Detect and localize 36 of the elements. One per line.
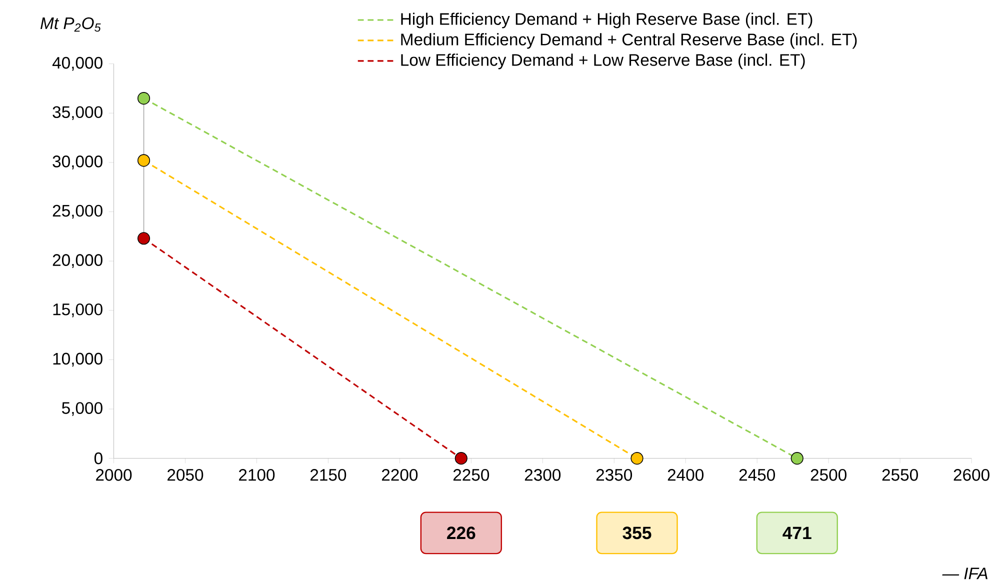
legend-label: Medium Efficiency Demand + Central Reserve Base (incl. ET)	[401, 33, 857, 49]
x-tick-label: 2150	[310, 469, 346, 481]
y-tick-label: 10,000	[53, 352, 102, 367]
point	[630, 452, 644, 465]
text: — IFA	[942, 568, 988, 580]
y-tick-label: 35,000	[52, 106, 102, 120]
y-tick-label: 15,000	[53, 304, 102, 318]
point	[137, 232, 150, 245]
text: 471	[782, 526, 812, 540]
y-tick-label: 25,000	[52, 204, 102, 219]
x-tick-label: 2050	[168, 469, 204, 481]
x-tick-label: 2450	[739, 469, 775, 481]
y-tick-label: 0	[94, 452, 102, 464]
x-tick-label: 2250	[453, 469, 490, 481]
legend-label: High Efficiency Demand + High Reserve Base (incl. ET)	[401, 12, 812, 28]
point	[790, 452, 804, 465]
legend-label: Low Efficiency Demand + Low Reserve Base (incl. ET)	[401, 54, 805, 70]
x-tick-label: 2500	[810, 469, 846, 481]
x-tick-label: 2400	[668, 469, 704, 481]
x-tick-label: 2000	[96, 469, 132, 481]
y-tick-label: 5,000	[62, 402, 102, 416]
y-tick-label: 40,000	[52, 56, 102, 71]
x-tick-label: 2600	[954, 469, 990, 481]
x-tick-label: 2200	[382, 469, 418, 481]
point	[137, 154, 150, 167]
y-tick-label: 30,000	[52, 156, 102, 170]
point	[454, 452, 468, 465]
x-tick-label: 2350	[596, 469, 632, 481]
text: 355	[622, 526, 652, 540]
text: 226	[447, 526, 476, 540]
y-tick-label: 20,000	[52, 254, 102, 268]
x-tick-label: 2300	[524, 469, 561, 481]
y-axis-title: Mt P$_{2}$O$_{5}$	[40, 17, 101, 32]
x-tick-label: 2100	[239, 469, 275, 481]
x-tick-label: 2550	[882, 469, 918, 481]
point	[137, 92, 150, 105]
